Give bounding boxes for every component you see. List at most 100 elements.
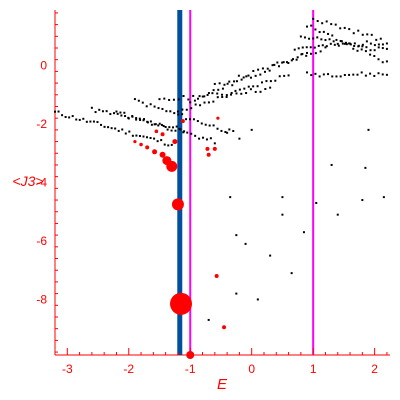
black-point xyxy=(96,121,99,124)
black-point xyxy=(366,33,369,36)
black-point xyxy=(138,117,141,120)
black-point xyxy=(254,90,257,93)
black-point xyxy=(190,132,193,135)
black-point xyxy=(332,40,335,43)
black-point xyxy=(360,71,363,74)
black-point xyxy=(281,213,284,216)
black-point xyxy=(375,38,378,41)
black-point xyxy=(261,81,264,84)
black-point xyxy=(305,46,308,49)
black-point xyxy=(247,74,250,77)
black-point xyxy=(170,129,173,132)
black-point xyxy=(314,72,317,75)
black-point xyxy=(119,111,122,114)
black-point xyxy=(117,129,120,132)
black-point xyxy=(287,74,290,77)
black-point xyxy=(188,118,191,121)
red-point xyxy=(206,152,211,157)
black-point xyxy=(233,80,236,83)
black-point xyxy=(336,42,339,45)
black-point xyxy=(121,128,124,131)
black-point xyxy=(335,38,338,41)
black-point xyxy=(101,110,104,113)
black-point xyxy=(143,118,146,121)
black-point xyxy=(385,60,388,63)
y-tick-label: -2 xyxy=(36,117,47,131)
black-point xyxy=(177,113,180,116)
black-point xyxy=(193,99,196,102)
black-point xyxy=(235,92,238,95)
black-point xyxy=(252,85,255,88)
x-tick-label: 0 xyxy=(248,362,255,376)
black-point xyxy=(301,46,304,49)
black-point xyxy=(165,110,168,113)
black-point xyxy=(257,68,260,71)
black-point xyxy=(189,101,192,104)
black-point xyxy=(173,112,176,115)
black-point xyxy=(344,41,347,44)
black-point xyxy=(169,110,172,113)
black-point xyxy=(213,142,216,145)
black-point xyxy=(361,199,364,202)
black-point xyxy=(308,37,311,40)
black-point xyxy=(127,116,130,119)
black-point xyxy=(314,28,317,31)
black-point xyxy=(100,123,103,126)
black-point xyxy=(199,104,202,107)
black-point xyxy=(211,92,214,95)
black-point xyxy=(145,105,148,108)
black-point xyxy=(318,75,321,78)
black-point xyxy=(295,58,298,61)
black-point xyxy=(361,33,364,36)
black-point xyxy=(242,76,245,79)
black-point xyxy=(328,38,331,41)
black-point xyxy=(343,26,346,29)
black-point xyxy=(157,124,160,127)
black-point xyxy=(353,44,356,47)
black-point xyxy=(340,40,343,43)
black-point xyxy=(245,75,248,78)
black-point xyxy=(377,43,380,46)
black-point xyxy=(330,23,333,26)
vertical-lines xyxy=(177,10,315,355)
black-point xyxy=(131,134,134,137)
black-point xyxy=(207,92,210,95)
red-point xyxy=(159,151,166,158)
black-point xyxy=(369,53,372,56)
black-point xyxy=(385,47,388,50)
x-tick-label: -3 xyxy=(62,362,73,376)
black-point xyxy=(107,126,110,129)
black-point xyxy=(299,35,302,38)
red-point xyxy=(170,292,193,315)
black-point xyxy=(177,98,180,101)
red-point xyxy=(216,116,220,120)
black-point xyxy=(296,56,299,59)
black-point xyxy=(209,137,212,140)
black-point xyxy=(269,254,272,257)
black-point xyxy=(120,114,123,117)
black-point xyxy=(226,82,229,85)
red-point xyxy=(171,198,184,211)
black-point xyxy=(283,74,286,77)
black-point xyxy=(343,74,346,77)
black-point xyxy=(268,69,271,72)
black-point xyxy=(319,50,322,53)
black-point xyxy=(297,47,300,50)
black-point xyxy=(237,74,240,77)
black-point xyxy=(89,120,92,123)
red-point xyxy=(205,146,210,151)
black-point xyxy=(316,20,319,23)
black-point xyxy=(190,107,193,110)
black-point xyxy=(305,54,308,57)
x-tick-label: -2 xyxy=(123,362,134,376)
black-point xyxy=(325,20,328,23)
black-point xyxy=(377,72,380,75)
black-point xyxy=(249,88,252,91)
black-point xyxy=(54,110,56,113)
black-point xyxy=(337,44,340,47)
black-point xyxy=(175,125,178,128)
red-point xyxy=(222,325,227,330)
black-point xyxy=(212,89,215,92)
black-point xyxy=(205,138,208,141)
